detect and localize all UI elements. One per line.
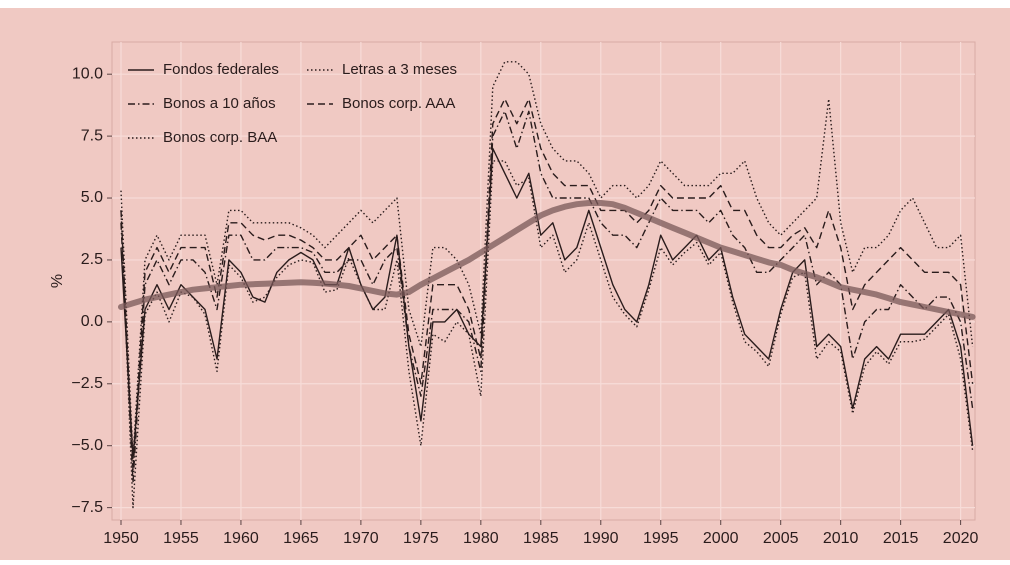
x-tick-label: 1985 — [523, 530, 559, 547]
legend-label: Bonos corp. AAA — [342, 95, 455, 112]
x-tick-label: 1955 — [163, 530, 199, 547]
x-tick-label: 1970 — [343, 530, 379, 547]
x-tick-label: 1980 — [463, 530, 499, 547]
x-tick-label: 2000 — [703, 530, 739, 547]
legend-label: Letras a 3 meses — [342, 61, 457, 78]
x-tick-label: 1960 — [223, 530, 259, 547]
y-tick-label: −7.5 — [71, 499, 103, 516]
series-line — [120, 110, 974, 484]
x-tick-label: 1975 — [403, 530, 439, 547]
y-tick-label: 7.5 — [81, 127, 103, 144]
x-tick-label: 1950 — [103, 530, 139, 547]
legend-label: Bonos a 10 años — [163, 95, 276, 112]
legend-label: Bonos corp. BAA — [163, 129, 277, 146]
y-tick-label: −2.5 — [71, 375, 103, 392]
y-tick-label: 5.0 — [81, 189, 103, 206]
series-line — [120, 98, 974, 472]
y-tick-label: 10.0 — [72, 65, 103, 82]
x-tick-label: 2005 — [763, 530, 799, 547]
top-margin — [0, 0, 1010, 8]
trend-line — [118, 200, 976, 320]
legend-label: Fondos federales — [163, 61, 279, 78]
y-axis-label: % — [49, 274, 66, 288]
y-tick-label: 2.5 — [81, 251, 103, 268]
x-tick-label: 1965 — [283, 530, 319, 547]
plot-panel — [111, 41, 976, 521]
y-tick-label: 0.0 — [81, 313, 103, 330]
x-tick-label: 2020 — [943, 530, 979, 547]
x-tick-label: 2010 — [823, 530, 859, 547]
x-tick-label: 1990 — [583, 530, 619, 547]
x-tick-label: 1995 — [643, 530, 679, 547]
chart-background — [0, 8, 1010, 560]
series-line — [120, 147, 974, 459]
x-tick-label: 2015 — [883, 530, 919, 547]
y-tick-label: −5.0 — [71, 437, 103, 454]
